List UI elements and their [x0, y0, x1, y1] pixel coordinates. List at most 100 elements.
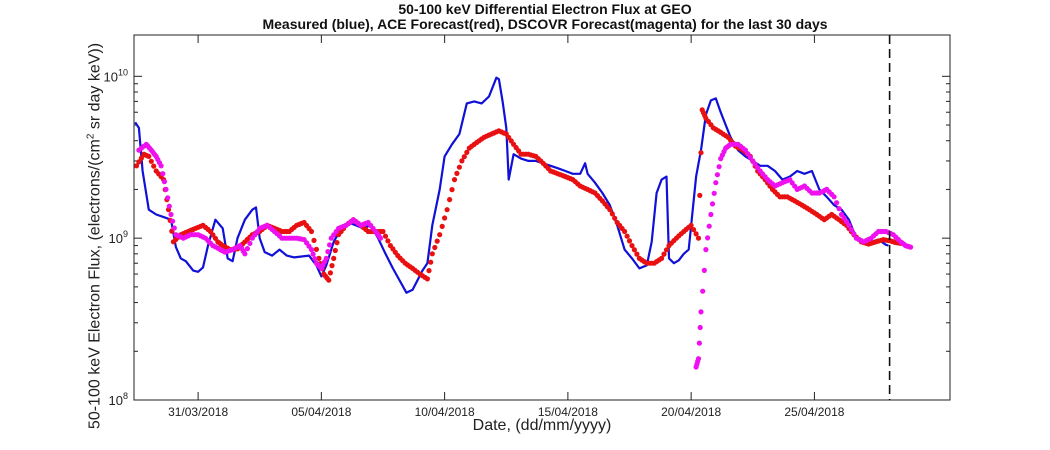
y-tick-label-base: 10: [104, 69, 118, 84]
data-point: [831, 194, 837, 200]
y-tick-label: 1010: [104, 67, 128, 84]
data-point: [705, 235, 711, 241]
data-point: [316, 255, 322, 261]
data-point: [696, 340, 703, 346]
chart-title: 50-100 keV Differential Electron Flux at…: [398, 1, 692, 17]
x-tick-label: 15/04/2018: [538, 405, 598, 419]
data-point: [454, 170, 460, 176]
data-point: [659, 255, 665, 261]
data-point: [836, 206, 842, 212]
chart-subtitle: Measured (blue), ACE Forecast(red), DSCO…: [262, 16, 828, 32]
data-point: [698, 309, 704, 315]
data-point: [138, 155, 144, 161]
data-point: [612, 215, 618, 221]
data-point: [703, 247, 709, 253]
data-point: [695, 356, 702, 362]
data-point: [434, 238, 440, 244]
data-point: [713, 180, 719, 186]
x-axis: 31/03/2018 05/04/2018 10/04/2018 15/04/2018…: [168, 35, 845, 419]
data-point: [697, 192, 703, 198]
data-point: [634, 251, 640, 257]
data-point: [426, 268, 432, 274]
data-point: [168, 211, 174, 218]
series-0: [134, 76, 889, 294]
data-point: [432, 244, 438, 251]
plot-area: [134, 35, 950, 400]
data-point: [331, 255, 337, 261]
y-tick-label-base: 10: [109, 231, 123, 246]
x-tick-label: 10/04/2018: [415, 405, 475, 419]
data-point: [170, 218, 176, 224]
data-point: [310, 251, 316, 257]
y-tick-label-exponent: 9: [123, 229, 128, 239]
data-point: [464, 149, 470, 155]
data-point: [851, 231, 857, 237]
data-point: [691, 227, 697, 233]
data-point: [323, 255, 329, 261]
data-point: [461, 154, 467, 160]
y-tick-label: 109: [109, 229, 128, 246]
plot-background: [134, 35, 950, 400]
data-point: [160, 171, 166, 177]
data-point: [327, 270, 333, 276]
y-axis-label-part2: sr day keV)): [86, 42, 104, 134]
x-tick-label: 25/04/2018: [784, 405, 844, 419]
data-point: [708, 211, 714, 218]
data-point: [308, 228, 315, 235]
data-point: [332, 247, 338, 254]
data-point: [698, 150, 704, 156]
data-point: [908, 244, 914, 250]
y-axis-label: 50-100 keV Electron Flux, (electrons/(cm…: [85, 43, 104, 429]
data-point: [377, 235, 384, 241]
data-point: [158, 163, 164, 169]
data-point: [385, 238, 391, 244]
data-point: [609, 211, 615, 217]
y-tick-label: 108: [109, 391, 128, 408]
data-point: [326, 277, 332, 283]
data-point: [688, 222, 694, 228]
data-point: [380, 228, 386, 235]
data-point: [439, 223, 445, 229]
data-point: [325, 249, 331, 255]
data-point: [444, 207, 450, 213]
y-tick-label-exponent: 10: [118, 67, 128, 77]
plot-frame: [133, 34, 951, 401]
data-point: [631, 247, 638, 253]
data-point: [709, 201, 716, 207]
data-point: [437, 232, 443, 238]
x-axis-label: Date, (dd/mm/yyyy): [472, 417, 612, 434]
data-point: [382, 233, 389, 239]
data-point: [624, 233, 630, 239]
data-point: [714, 172, 721, 178]
data-point: [834, 200, 840, 206]
data-point: [334, 240, 340, 246]
y-axis-label-part1: 50-100 keV Electron Flux, (electrons/(cm: [86, 139, 104, 430]
series-2: [136, 141, 914, 370]
data-point: [161, 179, 167, 185]
data-point: [706, 223, 712, 229]
series-layer: [133, 76, 914, 370]
data-point: [711, 190, 717, 196]
data-point: [661, 251, 667, 257]
data-point: [716, 164, 722, 170]
data-point: [629, 243, 635, 249]
data-point: [695, 235, 702, 241]
data-point: [247, 240, 253, 246]
y-tick-label-exponent: 8: [123, 391, 128, 401]
data-point: [697, 324, 703, 331]
data-point: [456, 164, 462, 170]
data-point: [327, 242, 333, 248]
data-point: [459, 158, 465, 164]
data-point: [429, 251, 435, 257]
data-point: [148, 158, 154, 164]
data-point: [311, 237, 317, 243]
data-point: [151, 163, 157, 169]
data-point: [663, 247, 670, 253]
series-line: [134, 76, 889, 294]
data-point: [846, 222, 852, 228]
data-point: [424, 276, 430, 282]
y-axis-label-sup: 2: [85, 133, 97, 140]
data-point: [329, 263, 335, 269]
